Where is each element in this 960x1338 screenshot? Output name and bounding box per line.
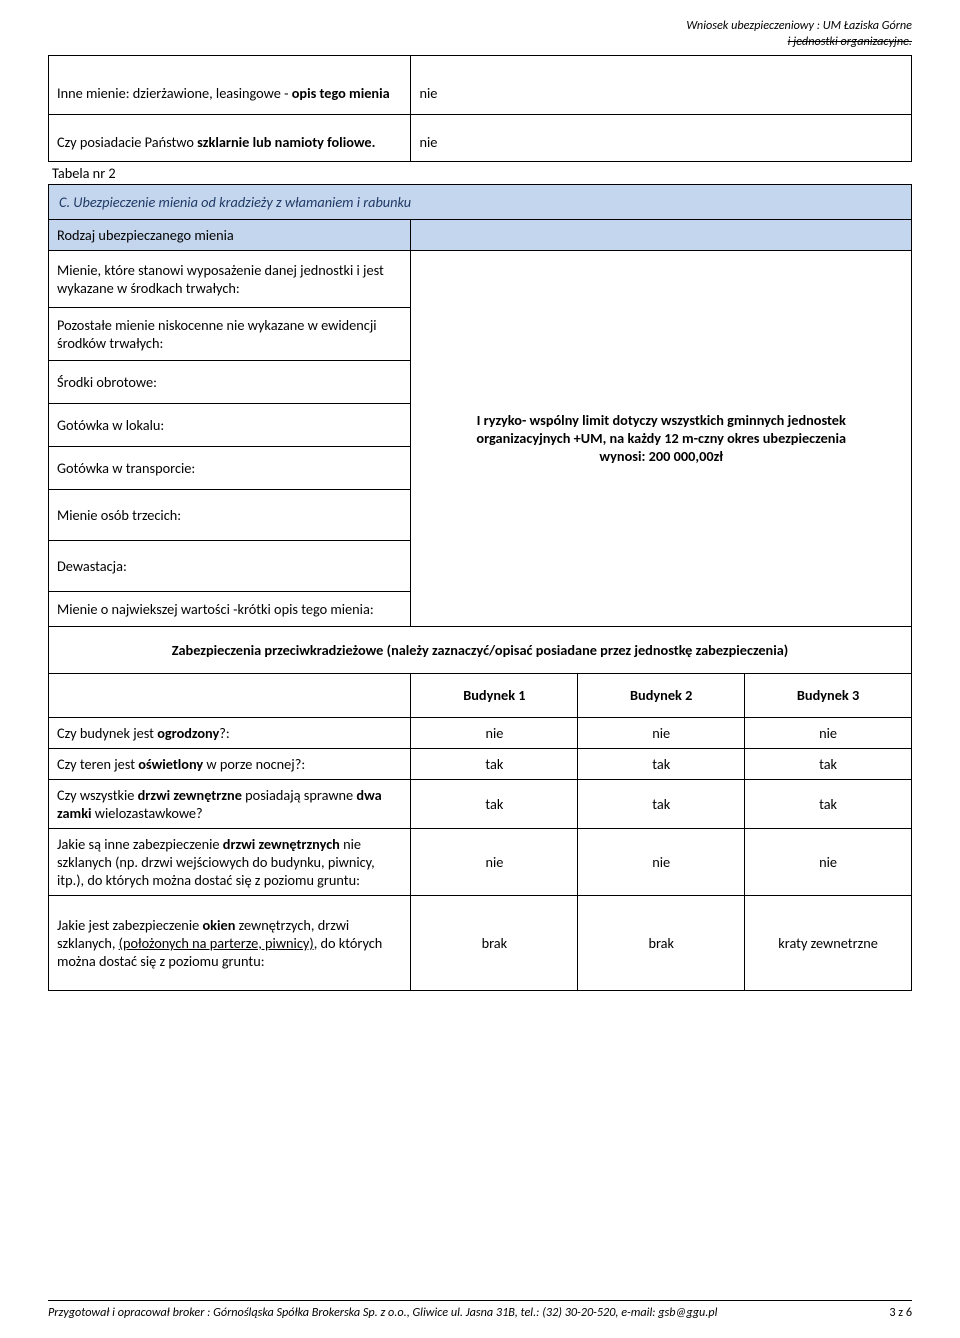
footer-text: Przygotował i opracował broker : Górnośl… bbox=[48, 1305, 717, 1320]
tabela-label: Tabela nr 2 bbox=[52, 164, 912, 182]
table-row: Czy wszystkie drzwi zewnętrzne posiadają… bbox=[49, 779, 912, 828]
table-row: Jakie jest zabezpieczenie okien zewnętrz… bbox=[49, 895, 912, 990]
cell: nie bbox=[578, 828, 745, 895]
row-label: Gotówka w lokalu: bbox=[49, 403, 411, 446]
cell: tak bbox=[578, 779, 745, 828]
section-heading-row: C. Ubezpieczenie mienia od kradzieży z w… bbox=[49, 184, 912, 219]
security-title-row: Zabezpieczenia przeciwkradzieżowe (należ… bbox=[49, 626, 912, 673]
security-header-row: Budynek 1 Budynek 2 Budynek 3 bbox=[49, 673, 912, 717]
row-label: Środki obrotowe: bbox=[49, 360, 411, 403]
header-line2: i jednostki organizacyjne. bbox=[48, 34, 912, 50]
footer: Przygotował i opracował broker : Górnośl… bbox=[48, 1300, 912, 1320]
table-row: Czy teren jest oświetlony w porze nocnej… bbox=[49, 748, 912, 779]
row-label: Czy posiadacie Państwo szklarnie lub nam… bbox=[49, 114, 411, 161]
table-row: Inne mienie: dzierżawione, leasingowe - … bbox=[49, 55, 912, 114]
empty-cell bbox=[411, 219, 912, 250]
col-head-3: Budynek 3 bbox=[745, 673, 912, 717]
col-head-1: Budynek 1 bbox=[411, 673, 578, 717]
row-value: nie bbox=[411, 114, 912, 161]
row-label: Gotówka w transporcie: bbox=[49, 446, 411, 489]
cell: brak bbox=[578, 895, 745, 990]
cell: brak bbox=[411, 895, 578, 990]
table-row: Rodzaj ubezpieczanego mienia bbox=[49, 219, 912, 250]
risk-summary: I ryzyko- wspólny limit dotyczy wszystki… bbox=[411, 250, 912, 626]
section-c-table: C. Ubezpieczenie mienia od kradzieży z w… bbox=[48, 184, 912, 627]
row-label: Czy budynek jest ogrodzony?: bbox=[49, 717, 411, 748]
footer-page: 3 z 6 bbox=[889, 1305, 912, 1320]
cell: nie bbox=[411, 717, 578, 748]
table-row: Mienie, które stanowi wyposażenie danej … bbox=[49, 250, 912, 307]
empty-cell bbox=[49, 673, 411, 717]
row-label: Mienie o najwiekszej wartości -krótki op… bbox=[49, 591, 411, 626]
cell: tak bbox=[578, 748, 745, 779]
row-label: Jakie są inne zabezpieczenie drzwi zewnę… bbox=[49, 828, 411, 895]
row-value: nie bbox=[411, 55, 912, 114]
table-row: Jakie są inne zabezpieczenie drzwi zewnę… bbox=[49, 828, 912, 895]
cell: tak bbox=[411, 779, 578, 828]
cell: nie bbox=[578, 717, 745, 748]
row-label: Mienie osób trzecich: bbox=[49, 489, 411, 540]
table-row: Czy budynek jest ogrodzony?: nie nie nie bbox=[49, 717, 912, 748]
row-label: Dewastacja: bbox=[49, 540, 411, 591]
security-table: Zabezpieczenia przeciwkradzieżowe (należ… bbox=[48, 626, 912, 991]
section-c-title: C. Ubezpieczenie mienia od kradzieży z w… bbox=[49, 184, 912, 219]
header-line1: Wniosek ubezpieczeniowy : UM Łaziska Gór… bbox=[48, 18, 912, 34]
security-title: Zabezpieczenia przeciwkradzieżowe (należ… bbox=[49, 626, 912, 673]
row-label: Czy teren jest oświetlony w porze nocnej… bbox=[49, 748, 411, 779]
cell: nie bbox=[745, 717, 912, 748]
row-label: Mienie, które stanowi wyposażenie danej … bbox=[49, 250, 411, 307]
doc-header: Wniosek ubezpieczeniowy : UM Łaziska Gór… bbox=[48, 18, 912, 51]
cell: tak bbox=[745, 748, 912, 779]
page: Wniosek ubezpieczeniowy : UM Łaziska Gór… bbox=[0, 0, 960, 1338]
row-label: Inne mienie: dzierżawione, leasingowe - … bbox=[49, 55, 411, 114]
cell: nie bbox=[745, 828, 912, 895]
section-c-sublabel: Rodzaj ubezpieczanego mienia bbox=[49, 219, 411, 250]
row-label: Pozostałe mienie niskocenne nie wykazane… bbox=[49, 307, 411, 360]
table-row: Czy posiadacie Państwo szklarnie lub nam… bbox=[49, 114, 912, 161]
col-head-2: Budynek 2 bbox=[578, 673, 745, 717]
cell: tak bbox=[411, 748, 578, 779]
cell: kraty zewnetrzne bbox=[745, 895, 912, 990]
top-table: Inne mienie: dzierżawione, leasingowe - … bbox=[48, 55, 912, 162]
row-label: Jakie jest zabezpieczenie okien zewnętrz… bbox=[49, 895, 411, 990]
row-label: Czy wszystkie drzwi zewnętrzne posiadają… bbox=[49, 779, 411, 828]
cell: nie bbox=[411, 828, 578, 895]
cell: tak bbox=[745, 779, 912, 828]
